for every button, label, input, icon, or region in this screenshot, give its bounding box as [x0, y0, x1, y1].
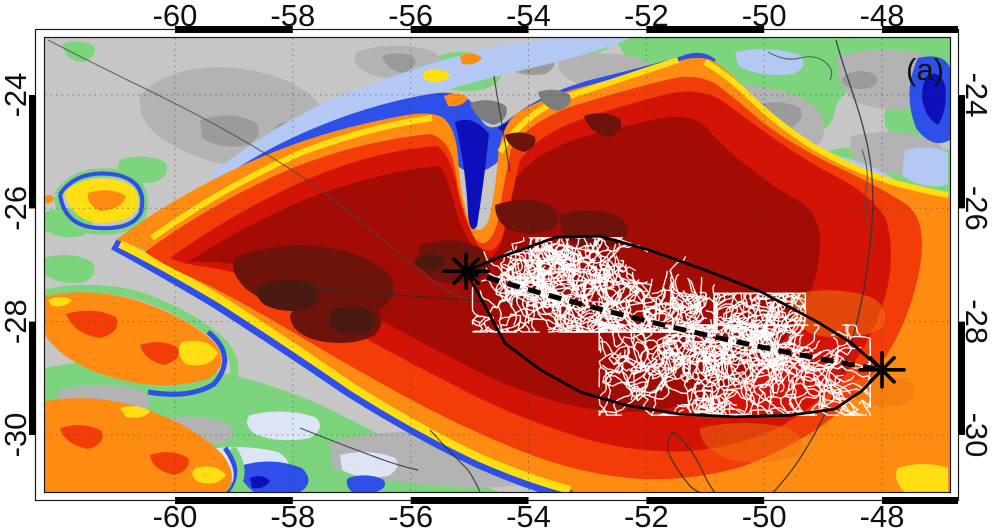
- map-art-shape: [250, 476, 270, 489]
- map-art-shape: [192, 466, 226, 484]
- map-art-shape: [422, 69, 450, 83]
- system-track-hull-polygon: [464, 234, 884, 419]
- lat-tick-label-left: -26: [0, 186, 33, 231]
- map-art-shape: [58, 171, 145, 231]
- map-art-shape: [60, 425, 103, 449]
- lat-tick-label-left: -24: [0, 73, 33, 118]
- map-art-shape: [460, 53, 482, 65]
- map-art-shape: [256, 280, 319, 311]
- map-art-shape: [200, 115, 259, 147]
- lat-tick-label-right: -30: [959, 413, 994, 458]
- track-dashed-line: [465, 268, 883, 373]
- map-art-shape: [735, 49, 804, 75]
- map-content: (a): [45, 38, 950, 492]
- map-art-shape: [493, 75, 511, 173]
- map-art-shape: [330, 306, 376, 335]
- map-art-shape: [699, 423, 803, 463]
- border-river-coast-lines: [47, 39, 875, 492]
- map-art-shape: [147, 330, 228, 397]
- map-art-shape: [415, 254, 445, 270]
- southwest-storm-cells: [45, 284, 270, 492]
- asterisk-arm: [452, 257, 480, 286]
- track-start-asterisk: [442, 252, 490, 291]
- lightning-flash: [728, 349, 800, 416]
- map-art-shape: [922, 73, 946, 125]
- map-art-shape: [48, 297, 72, 307]
- graticule-grid: [45, 38, 950, 492]
- map-art-shape: [178, 340, 218, 366]
- map-art-shape: [767, 51, 875, 253]
- lon-tick-label-bottom: -60: [153, 499, 198, 532]
- map-art-shape: [45, 284, 239, 394]
- map-art-shape: [210, 38, 631, 198]
- lon-tick-label-top: -58: [270, 0, 315, 33]
- map-art-shape: [140, 342, 179, 365]
- map-art-shape: [111, 238, 574, 492]
- lon-tick-label-bottom: -52: [624, 499, 669, 532]
- lat-tick-label-left: -30: [0, 413, 33, 458]
- map-art-shape: [896, 464, 948, 492]
- asterisk-arm: [868, 356, 896, 384]
- lon-tick-label-bottom: -48: [860, 499, 905, 532]
- lat-tick-label-left: -28: [0, 299, 33, 344]
- map-art-shape: [229, 445, 245, 492]
- map-art-shape: [150, 452, 189, 475]
- map-art-shape: [87, 190, 126, 211]
- lon-tick-label-top: -50: [742, 0, 787, 33]
- map-art-shape: [47, 39, 471, 301]
- map-frame: [29, 26, 965, 504]
- map-art-shape: [340, 452, 398, 478]
- map-art-shape: [772, 39, 874, 492]
- lon-tick-label-top: -56: [388, 0, 433, 33]
- map-art-shape: [222, 446, 239, 492]
- map-art-shape: [45, 254, 95, 283]
- map-art-shape: [584, 113, 622, 137]
- lon-tick-label-bottom: -54: [506, 499, 551, 532]
- lat-tick-label-right: -24: [959, 73, 994, 118]
- track-end-asterisk: [858, 351, 906, 389]
- map-art-shape: [842, 71, 878, 89]
- map-art-shape: [455, 119, 489, 230]
- lightning-flash: [608, 324, 669, 401]
- lon-tick-label-bottom: -58: [270, 499, 315, 532]
- map-art-shape: [246, 411, 320, 441]
- map-art-shape: [120, 406, 150, 418]
- lat-tick-label-right: -26: [959, 186, 994, 231]
- map-art-shape: [66, 310, 118, 338]
- lightning-flash: [651, 270, 702, 332]
- map-art-shape: [382, 53, 416, 73]
- lon-tick-label-top: -52: [624, 0, 669, 33]
- lon-tick-label-top: -48: [860, 0, 905, 33]
- frame-inner-line: [43, 36, 952, 494]
- lightning-flash: [525, 237, 570, 318]
- map-art-shape: [118, 240, 572, 492]
- lon-tick-label-bottom: -50: [742, 499, 787, 532]
- west-small-storm-cell: [45, 168, 148, 235]
- map-art-shape: [470, 100, 507, 125]
- lightning-flash: [651, 333, 726, 416]
- lon-tick-label-top: -60: [153, 0, 198, 33]
- lightning-flash: [542, 243, 637, 333]
- map-art-shape: [299, 427, 481, 492]
- map-art-shape: [902, 147, 948, 187]
- map-art-shape: [45, 195, 54, 204]
- map-art-shape: [444, 93, 468, 107]
- lightning-flash: [713, 292, 766, 345]
- panel-label: (a): [906, 52, 944, 87]
- lon-tick-label-bottom: -56: [388, 499, 433, 532]
- lat-tick-label-right: -28: [959, 299, 994, 344]
- lon-tick-label-top: -54: [506, 0, 551, 33]
- lightning-flash-traces: [471, 237, 871, 416]
- map-art-shape: [703, 59, 949, 198]
- map-art-shape: [666, 431, 716, 492]
- map-art-shape: [505, 132, 536, 152]
- map-art-shape: [62, 41, 95, 62]
- map-art-shape: [346, 475, 385, 492]
- map-art-shape: [495, 200, 559, 234]
